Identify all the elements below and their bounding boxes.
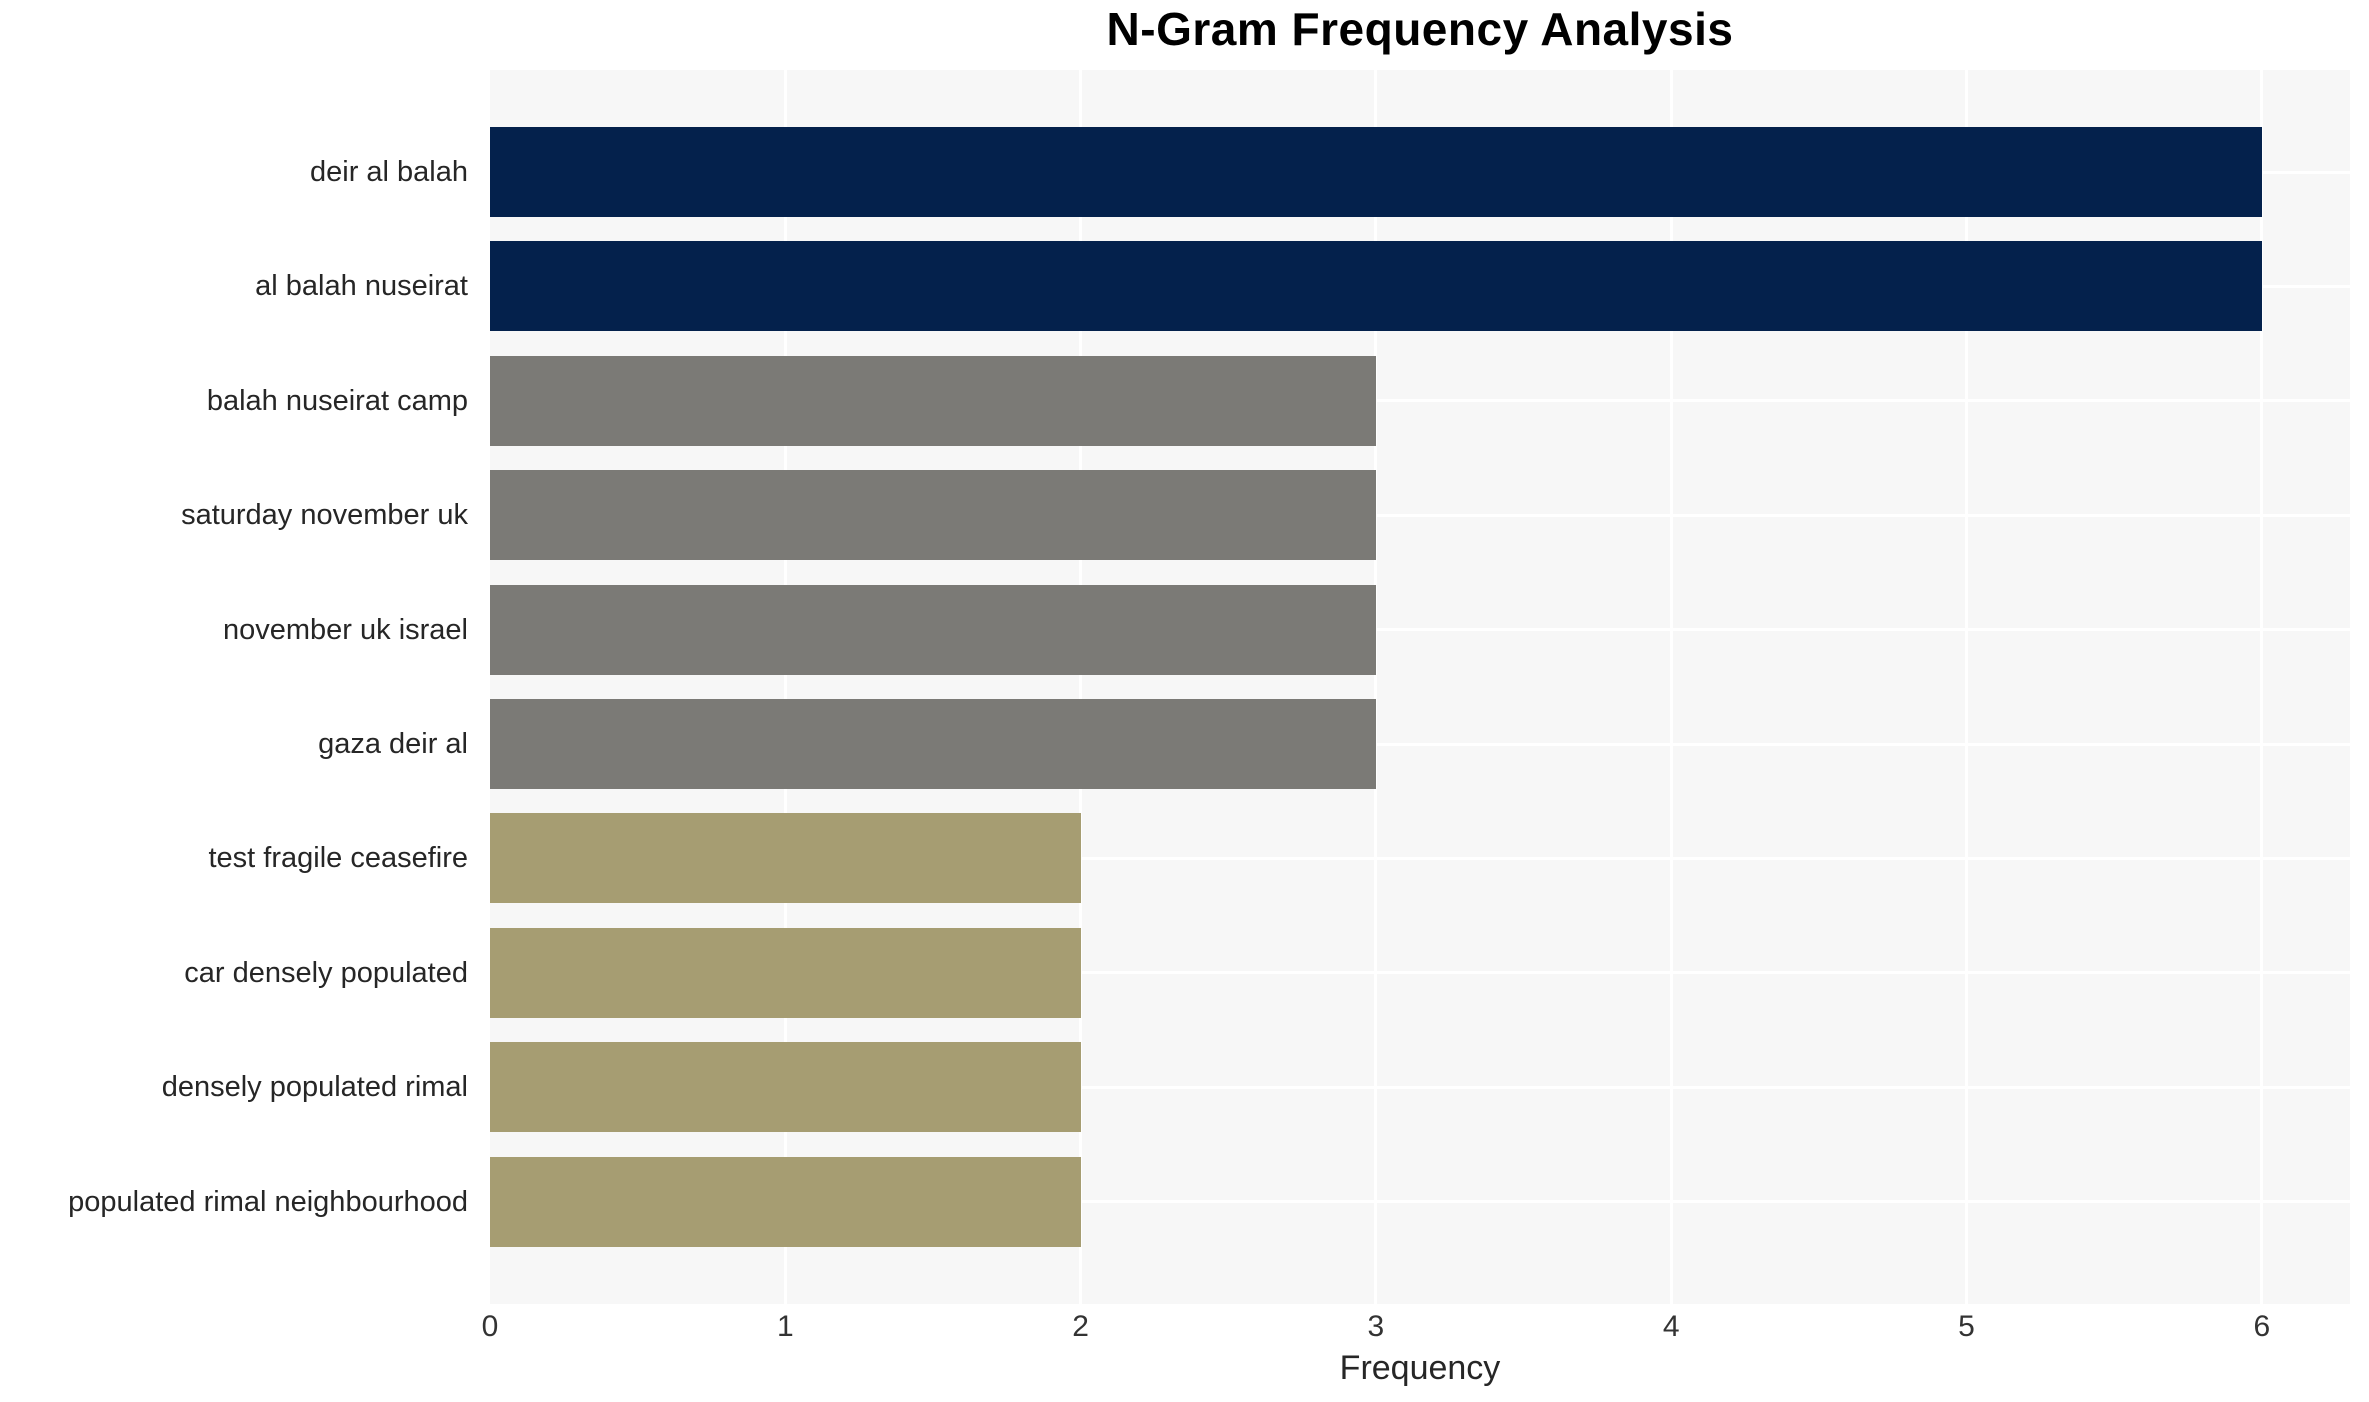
x-tick-label: 1 — [776, 1310, 794, 1343]
bar — [490, 355, 1376, 446]
category-label: november uk israel — [223, 613, 468, 646]
category-label: balah nuseirat camp — [206, 384, 468, 417]
bar — [490, 241, 2262, 332]
y-gridline — [490, 399, 2350, 403]
y-gridline — [490, 1085, 2350, 1089]
y-gridline — [490, 1200, 2350, 1204]
x-gridline — [1669, 70, 1673, 1304]
category-label: test fragile ceasefire — [208, 842, 468, 875]
bar — [490, 584, 1376, 675]
y-gridline — [490, 971, 2350, 975]
x-tick-label: 2 — [1072, 1310, 1089, 1343]
x-gridline — [2260, 70, 2264, 1304]
category-label: densely populated rimal — [161, 1071, 468, 1104]
category-label: deir al balah — [310, 156, 468, 188]
category-label: car densely populated — [184, 956, 468, 989]
plot-area — [490, 70, 2350, 1304]
x-gridline — [1079, 70, 1083, 1304]
y-gridline — [490, 856, 2350, 860]
category-label: populated rimal neighbourhood — [68, 1185, 468, 1218]
x-gridline — [1965, 70, 1968, 1304]
category-label: al balah nuseirat — [255, 270, 468, 303]
category-label: gaza deir al — [318, 728, 468, 760]
x-axis-title: Frequency — [1339, 1349, 1501, 1387]
bar — [490, 1156, 1081, 1247]
x-gridline — [783, 70, 787, 1304]
bar — [490, 1042, 1081, 1133]
x-tick-label: 3 — [1367, 1310, 1385, 1343]
x-tick-label: 6 — [2253, 1310, 2271, 1343]
chart-title: N-Gram Frequency Analysis — [1106, 3, 1734, 55]
bar — [490, 127, 2262, 217]
bar — [490, 470, 1376, 561]
bar — [490, 927, 1081, 1018]
y-gridline — [490, 742, 2350, 746]
category-label: saturday november uk — [181, 499, 468, 532]
y-gridline — [490, 628, 2350, 632]
y-gridline — [490, 513, 2350, 517]
x-tick-label: 4 — [1662, 1310, 1680, 1343]
bar — [490, 699, 1376, 789]
bar — [490, 813, 1081, 904]
x-tick-label: 5 — [1958, 1310, 1975, 1343]
x-gridline — [1374, 70, 1378, 1304]
x-tick-label: 0 — [481, 1310, 499, 1343]
